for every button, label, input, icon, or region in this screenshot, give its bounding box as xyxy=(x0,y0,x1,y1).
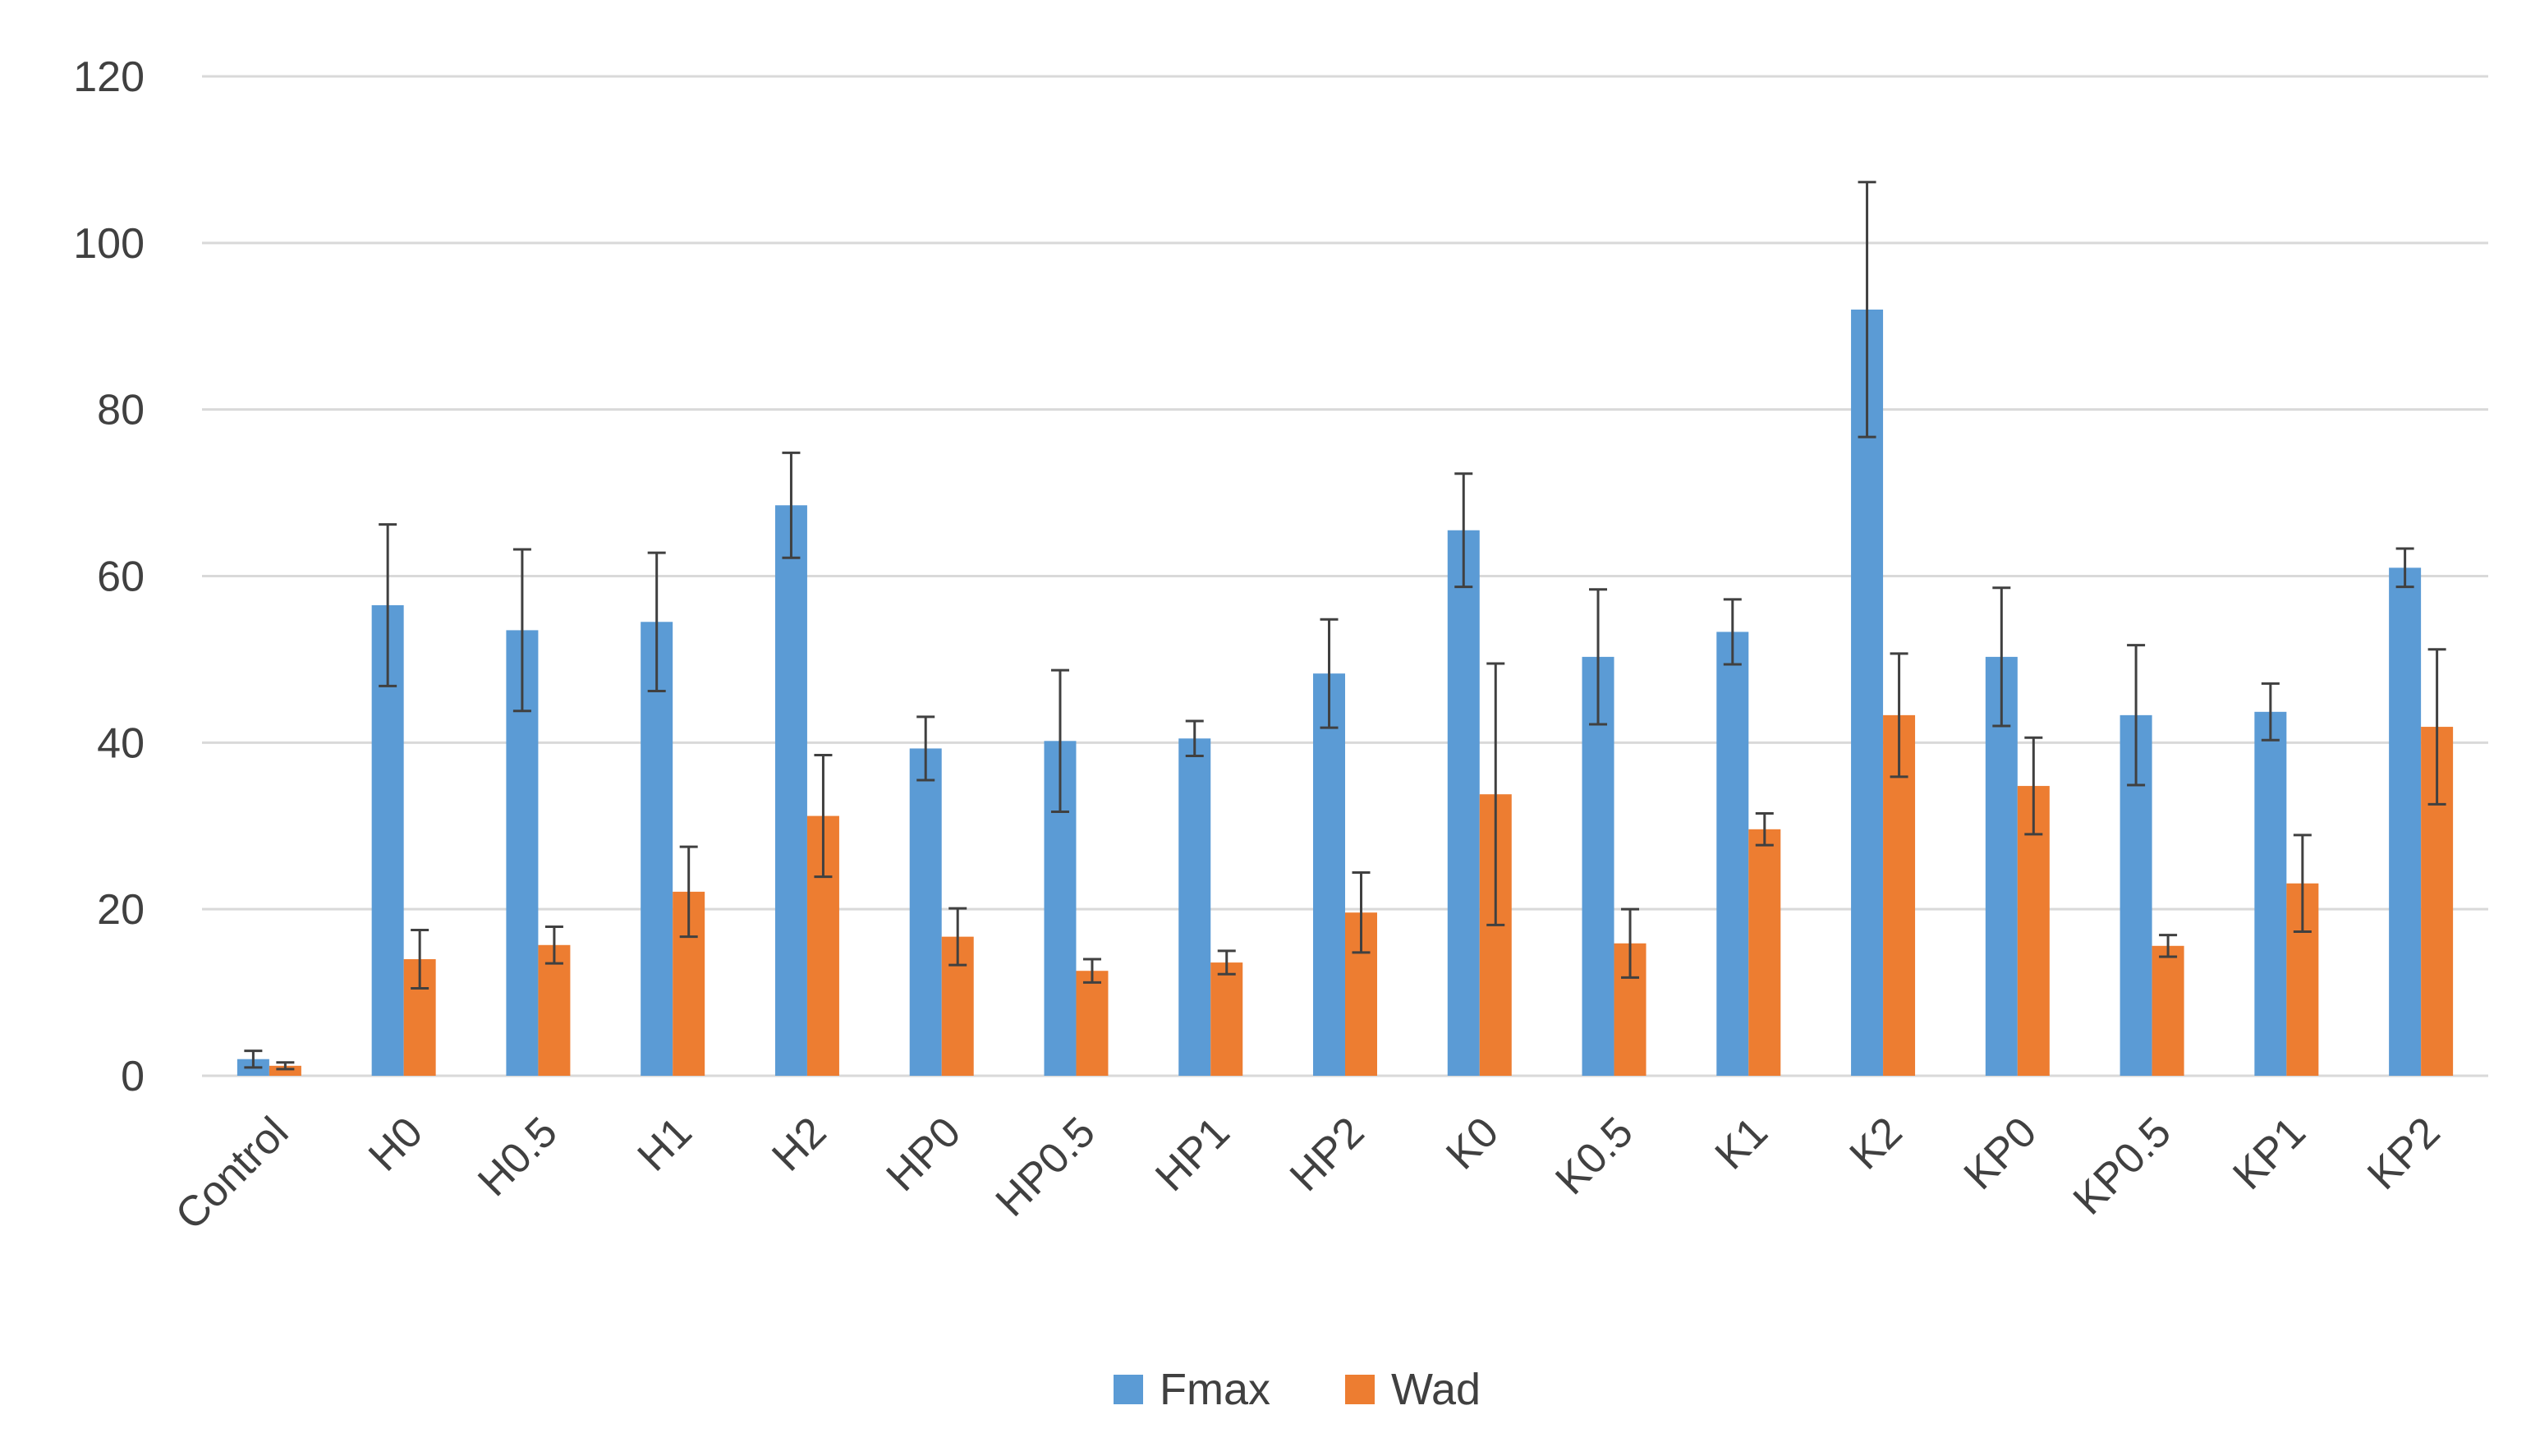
error-bar-wad-kp0 xyxy=(2024,736,2043,836)
error-bar-wad-h0-5 xyxy=(544,925,563,965)
error-bar-wad-kp0-5 xyxy=(2159,934,2178,958)
bar-fmax-kp1 xyxy=(2254,711,2287,1076)
legend-label-fmax: Fmax xyxy=(1160,1365,1270,1414)
y-tick-label: 80 xyxy=(97,387,145,434)
bar-fmax-h2 xyxy=(774,505,807,1076)
gridlines xyxy=(202,75,2488,911)
error-bar-fmax-hp0 xyxy=(916,715,935,782)
error-bar-wad-hp0-5 xyxy=(1082,958,1101,984)
x-tick-label: K2 xyxy=(1841,1108,1912,1178)
x-tick-label: HP2 xyxy=(1281,1108,1374,1201)
y-tick-label: 0 xyxy=(121,1053,145,1100)
y-tick-label: 40 xyxy=(97,719,145,767)
bar-wad-kp0-5 xyxy=(2152,945,2184,1076)
error-bar-wad-kp2 xyxy=(2427,648,2446,806)
x-tick-label: KP1 xyxy=(2224,1108,2315,1199)
y-tick-label: 120 xyxy=(73,53,145,101)
error-bar-fmax-control xyxy=(244,1050,263,1069)
error-bar-fmax-k1 xyxy=(1723,598,1742,666)
error-bar-fmax-kp0-5 xyxy=(2127,644,2146,787)
x-tick-label: HP1 xyxy=(1146,1108,1239,1201)
error-bar-fmax-h0 xyxy=(379,523,397,687)
x-tick-label: H0.5 xyxy=(469,1108,567,1206)
bar-wad-k1 xyxy=(1748,829,1781,1076)
bar-fmax-h1 xyxy=(641,622,673,1076)
x-tick-label: K0 xyxy=(1437,1108,1508,1178)
x-tick-label: KP0.5 xyxy=(2064,1108,2180,1224)
error-bar-wad-h1 xyxy=(679,845,698,939)
x-tick-label: HP0 xyxy=(878,1108,971,1201)
bar-fmax-k0 xyxy=(1447,530,1480,1076)
error-bar-fmax-h2 xyxy=(782,451,801,559)
x-tick-label: H1 xyxy=(629,1108,701,1180)
legend-item-wad: Wad xyxy=(1345,1365,1481,1414)
x-tick-label: K1 xyxy=(1706,1108,1777,1178)
error-bar-wad-h0 xyxy=(411,929,429,990)
bar-fmax-hp0 xyxy=(909,748,942,1076)
bar-wad-hp0-5 xyxy=(1076,971,1109,1076)
x-tick-label: HP0.5 xyxy=(987,1108,1105,1225)
error-bar-fmax-kp0 xyxy=(1992,586,2011,728)
bar-fmax-kp2 xyxy=(2389,567,2422,1076)
bar-wad-hp1 xyxy=(1210,962,1243,1076)
x-tick-label: H2 xyxy=(763,1108,835,1180)
y-tick-label: 100 xyxy=(73,220,145,268)
bar-fmax-k1 xyxy=(1716,632,1749,1076)
error-bars xyxy=(244,181,2446,1071)
error-bar-fmax-kp1 xyxy=(2261,682,2280,742)
error-bar-wad-hp0 xyxy=(948,907,967,967)
x-tick-label: KP0 xyxy=(1955,1108,2046,1199)
error-bar-fmax-hp1 xyxy=(1185,719,1204,758)
x-tick-label: Control xyxy=(167,1108,298,1239)
legend: Fmax Wad xyxy=(1114,1365,1481,1414)
error-bar-wad-k0 xyxy=(1486,662,1505,926)
error-bar-fmax-hp0-5 xyxy=(1050,668,1069,814)
x-tick-label: K0.5 xyxy=(1546,1108,1642,1204)
x-tick-label: H0 xyxy=(360,1108,432,1180)
legend-item-fmax: Fmax xyxy=(1114,1365,1270,1414)
error-bar-wad-hp1 xyxy=(1217,949,1236,976)
error-bar-wad-hp2 xyxy=(1352,871,1371,954)
x-axis-tick-labels: Control H0 H0.5 H1 H2 HP0 HP0.5 HP1 HP2 K0 K0.5 K1 K… xyxy=(167,1108,2450,1239)
error-bar-wad-kp1 xyxy=(2293,834,2312,934)
error-bar-wad-h2 xyxy=(814,754,833,879)
bar-wad-h0-5 xyxy=(538,944,571,1076)
legend-swatch-fmax xyxy=(1114,1375,1143,1404)
error-bar-wad-k1 xyxy=(1755,812,1774,847)
bars xyxy=(237,309,2454,1076)
legend-swatch-wad xyxy=(1345,1375,1375,1404)
bar-fmax-hp1 xyxy=(1178,738,1211,1076)
error-bar-fmax-hp2 xyxy=(1320,618,1339,729)
error-bar-fmax-k2 xyxy=(1858,181,1876,439)
bar-fmax-hp2 xyxy=(1313,673,1345,1076)
bar-fmax-k0-5 xyxy=(1582,656,1614,1076)
error-bar-wad-k0-5 xyxy=(1621,907,1640,979)
error-bar-fmax-h0-5 xyxy=(512,548,531,713)
error-bar-wad-k2 xyxy=(1890,652,1908,779)
y-axis-tick-labels: 0 20 40 60 80 100 120 xyxy=(73,53,145,1100)
error-bar-fmax-kp2 xyxy=(2395,547,2414,589)
error-bar-fmax-h1 xyxy=(647,551,666,692)
error-bar-fmax-k0 xyxy=(1454,472,1473,589)
y-tick-label: 60 xyxy=(97,553,145,601)
error-bar-wad-control xyxy=(276,1061,295,1071)
error-bar-fmax-k0-5 xyxy=(1589,588,1608,726)
legend-label-wad: Wad xyxy=(1391,1365,1481,1414)
x-tick-label: KP2 xyxy=(2358,1108,2450,1199)
y-tick-label: 20 xyxy=(97,886,145,934)
